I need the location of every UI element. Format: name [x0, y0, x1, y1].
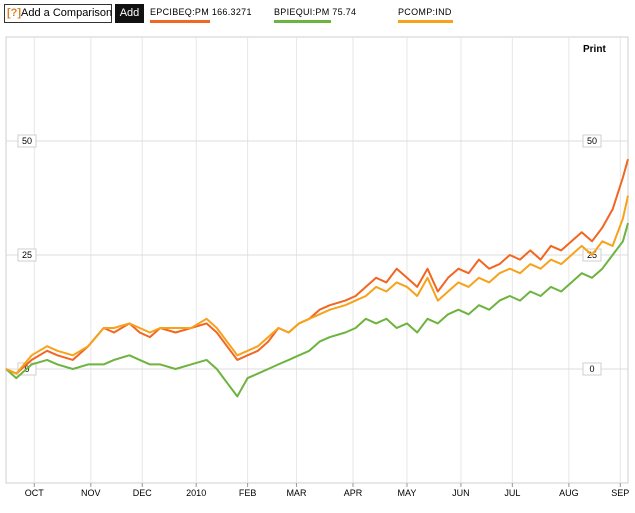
x-tick-label: APR [344, 488, 363, 498]
y-tick-box [17, 248, 37, 262]
series-line-1 [5, 222, 629, 398]
y-tick-box [582, 362, 602, 376]
x-tick-label: FEB [239, 488, 257, 498]
toolbar: [?]Add a Comparison Add EPCIBEQ:PM 166.3… [0, 0, 635, 30]
legend-swatch [398, 20, 453, 23]
series-line-2 [5, 195, 629, 375]
y-tick-box [17, 134, 37, 148]
x-tick-label: SEP [611, 488, 629, 498]
add-button[interactable]: Add [115, 4, 144, 23]
plot-frame [5, 36, 629, 484]
y-tick-label: 25 [22, 250, 32, 260]
y-tick-label: 0 [589, 364, 594, 374]
legend-swatch [150, 20, 210, 23]
x-tick-label: JUL [504, 488, 520, 498]
help-icon[interactable]: [?] [7, 7, 22, 19]
legend-label: EPCIBEQ:PM 166.3271 [150, 7, 252, 17]
y-tick-label: 50 [587, 136, 597, 146]
x-tick-label: JUN [452, 488, 470, 498]
x-tick-label: MAY [398, 488, 417, 498]
x-tick-label: AUG [559, 488, 579, 498]
legend-item-pcomp: PCOMP:IND [398, 7, 458, 27]
x-tick-label: OCT [25, 488, 45, 498]
x-tick-label: DEC [133, 488, 153, 498]
x-tick-label: 2010 [186, 488, 206, 498]
legend-item-epcibeq: EPCIBEQ:PM 166.3271 [150, 7, 252, 27]
legend-label: PCOMP:IND [398, 7, 452, 17]
x-tick-label: MAR [286, 488, 307, 498]
add-comparison-input[interactable]: [?]Add a Comparison [4, 4, 112, 23]
series-line-0 [5, 158, 629, 375]
y-tick-box [582, 134, 602, 148]
y-tick-label: 50 [22, 136, 32, 146]
legend-swatch [274, 20, 331, 23]
x-tick-label: NOV [81, 488, 101, 498]
legend-label: BPIEQUI:PM 75.74 [274, 7, 357, 17]
print-button[interactable]: Print [583, 44, 606, 55]
legend-item-bpiequi: BPIEQUI:PM 75.74 [274, 7, 357, 27]
add-comparison-label: Add a Comparison [21, 7, 113, 19]
